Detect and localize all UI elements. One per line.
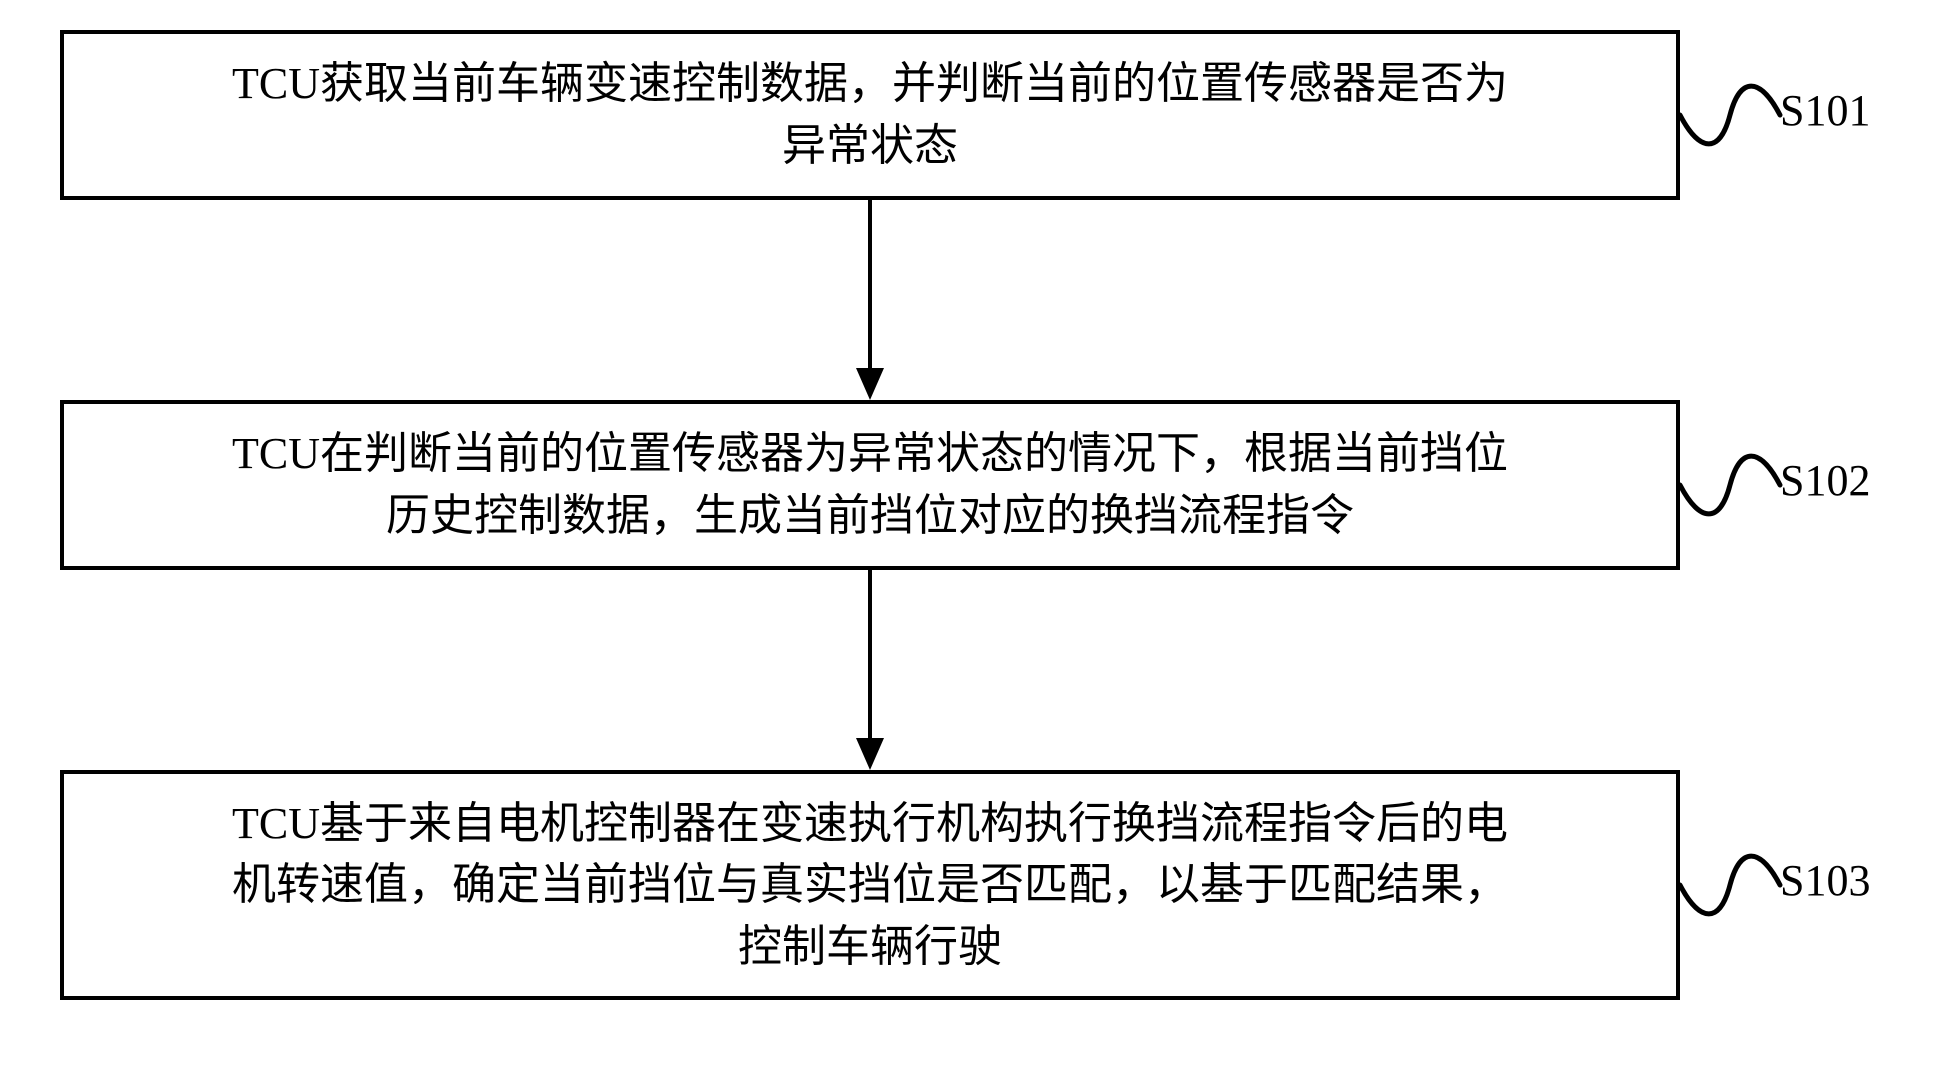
step-label-0: S101 — [1780, 85, 1870, 136]
flow-box-b3: TCU基于来自电机控制器在变速执行机构执行换挡流程指令后的电 机转速值，确定当前… — [60, 770, 1680, 1000]
label-connector-0 — [1680, 80, 1780, 150]
step-label-2: S103 — [1780, 855, 1870, 906]
label-connector-1 — [1680, 450, 1780, 520]
step-label-1: S102 — [1780, 455, 1870, 506]
flow-box-text: TCU获取当前车辆变速控制数据，并判断当前的位置传感器是否为 异常状态 — [232, 53, 1508, 176]
arrow-line-1 — [868, 570, 872, 738]
flow-box-text: TCU基于来自电机控制器在变速执行机构执行换挡流程指令后的电 机转速值，确定当前… — [232, 793, 1508, 978]
flow-box-b1: TCU获取当前车辆变速控制数据，并判断当前的位置传感器是否为 异常状态 — [60, 30, 1680, 200]
flowchart-canvas: TCU获取当前车辆变速控制数据，并判断当前的位置传感器是否为 异常状态 TCU在判… — [0, 0, 1952, 1067]
label-connector-2 — [1680, 850, 1780, 920]
arrow-head-0 — [856, 368, 884, 400]
flow-box-b2: TCU在判断当前的位置传感器为异常状态的情况下，根据当前挡位 历史控制数据，生成… — [60, 400, 1680, 570]
arrow-line-0 — [868, 200, 872, 368]
arrow-head-1 — [856, 738, 884, 770]
flow-box-text: TCU在判断当前的位置传感器为异常状态的情况下，根据当前挡位 历史控制数据，生成… — [232, 423, 1508, 546]
